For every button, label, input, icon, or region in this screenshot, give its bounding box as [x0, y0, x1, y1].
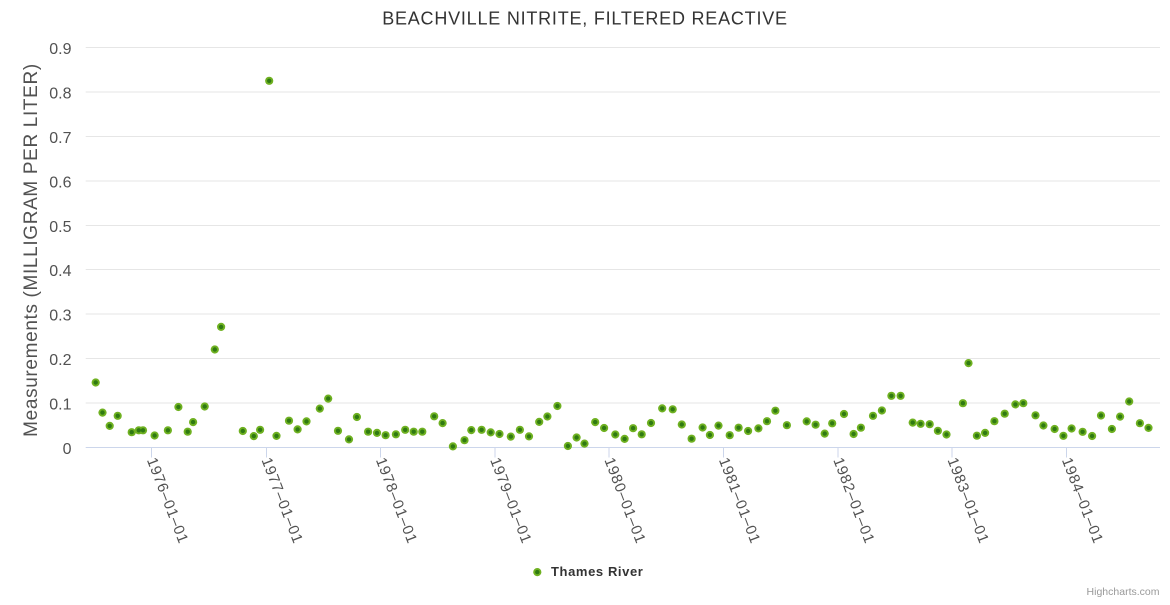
svg-text:0.4: 0.4: [49, 263, 71, 280]
svg-text:0.1: 0.1: [49, 397, 71, 414]
svg-text:0.7: 0.7: [49, 130, 71, 147]
svg-text:0.8: 0.8: [49, 85, 71, 102]
svg-text:0.2: 0.2: [49, 352, 71, 369]
svg-text:0: 0: [63, 441, 72, 458]
svg-text:0.5: 0.5: [49, 219, 71, 236]
svg-text:Thames River: Thames River: [551, 564, 643, 579]
svg-text:BEACHVILLE NITRITE, FILTERED R: BEACHVILLE NITRITE, FILTERED REACTIVE: [382, 9, 788, 29]
svg-text:0.3: 0.3: [49, 308, 71, 325]
svg-text:Measurements (MILLIGRAM PER LI: Measurements (MILLIGRAM PER LITER): [21, 63, 42, 437]
svg-text:Highcharts.com: Highcharts.com: [1087, 586, 1160, 598]
svg-text:0.6: 0.6: [49, 174, 71, 191]
svg-text:0.9: 0.9: [49, 41, 71, 58]
